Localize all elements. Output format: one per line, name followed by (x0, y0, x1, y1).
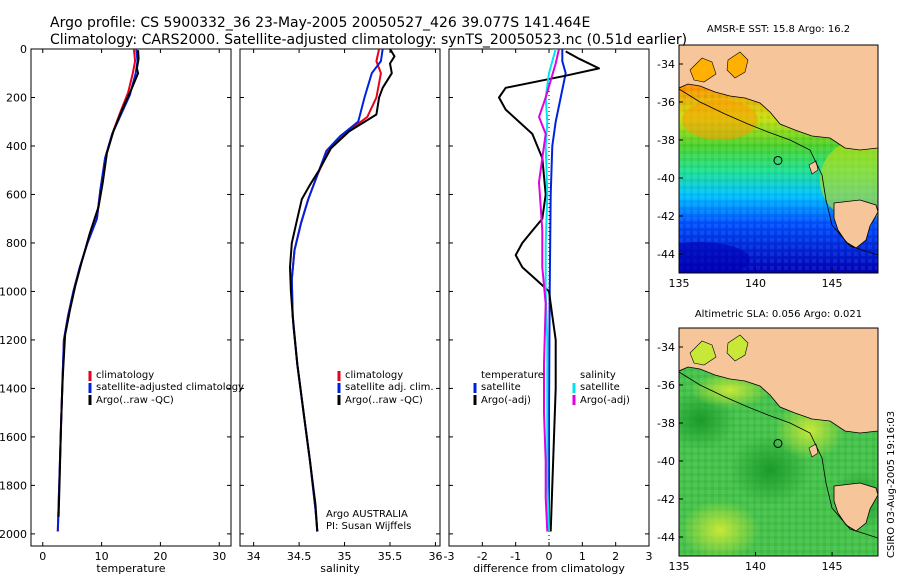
sst-map: 135 140 145 -34 -36 -38 -40 -42 -44 (657, 44, 879, 290)
x-tick-label: 30 (212, 550, 226, 563)
y-tick-label: 1400 (0, 382, 27, 395)
map-y-tick-label: -36 (657, 379, 675, 392)
series-line-argo-raw-qc (57, 50, 140, 517)
y-tick-label: 1000 (0, 285, 27, 298)
x-tick-label: 1 (579, 550, 586, 563)
series-line-salinity-satellite (544, 49, 557, 532)
salinity-plot-frame (239, 48, 441, 547)
temperature-plot-frame (30, 48, 232, 547)
legend-header-salinity: salinity (580, 370, 616, 381)
tasmania-land (833, 482, 878, 532)
sla-map: 135 140 145 -34 -36 -38 -40 -42 -44 (657, 327, 879, 573)
y-tick-label: 600 (6, 188, 27, 201)
map-x-tick-label: 135 (669, 560, 690, 573)
x-tick-label: -2 (477, 550, 488, 563)
y-tick-label: 1200 (0, 334, 27, 347)
legend-label-argo: Argo(..raw -QC) (96, 395, 174, 406)
x-tick-label: 34.5 (287, 550, 312, 563)
x-tick-label: 2 (612, 550, 619, 563)
y-tick-label: 2000 (0, 528, 27, 541)
series-line-temperature-argo-adj (498, 50, 600, 532)
sst-map-title: AMSR-E SST: 15.8 Argo: 16.2 (706, 24, 851, 35)
map-x-tick-label: 140 (745, 560, 766, 573)
legend-label-climatology: climatology (96, 370, 155, 381)
y-tick-label: 1600 (0, 431, 27, 444)
x-tick-label: -1 (510, 550, 521, 563)
float-position-marker (773, 438, 783, 448)
y-tick-label: 200 (6, 91, 27, 104)
map-y-tick-label: -38 (657, 417, 675, 430)
map-x-tick-label: 140 (745, 277, 766, 290)
header-line-1: Argo profile: CS 5900332_36 23-May-2005 … (50, 15, 591, 31)
legend-label-temp-argo: Argo(-adj) (481, 395, 531, 406)
series-line-salinity-argo-adj (538, 49, 560, 532)
legend-label-climatology: climatology (345, 370, 404, 381)
map-y-tick-label: -34 (657, 341, 675, 354)
header-line-2: Climatology: CARS2000. Satellite-adjuste… (50, 32, 688, 48)
series-line-temperature-satellite (548, 49, 567, 532)
timestamp-label: CSIRO 03-Aug-2005 19:16:03 (886, 410, 897, 558)
map-y-tick-label: -42 (657, 210, 675, 223)
x-tick-label: 0 (39, 550, 46, 563)
map-x-tick-label: 135 (669, 277, 690, 290)
legend-label-temp-satellite: satellite (481, 382, 521, 393)
map-y-tick-label: -34 (657, 58, 675, 71)
legend-label-satellite: satellite adj. clim. (345, 382, 434, 393)
difference-axis-label: difference from climatology (473, 562, 625, 575)
y-tick-label: 400 (6, 140, 27, 153)
difference-legend (473, 383, 576, 405)
x-tick-label: -3 (444, 550, 455, 563)
legend-header-temperature: temperature (481, 370, 544, 381)
y-tick-label: 1800 (0, 479, 27, 492)
tasmania-land (833, 199, 878, 249)
map-y-tick-label: -38 (657, 134, 675, 147)
temperature-axis-label: temperature (96, 562, 166, 575)
series-line-argo-raw-qc (289, 49, 396, 532)
x-tick-label: 3 (646, 550, 653, 563)
x-tick-label: 10 (95, 550, 109, 563)
institution-label: Argo AUSTRALIA (326, 509, 408, 520)
x-tick-label: 20 (153, 550, 167, 563)
map-y-tick-label: -40 (657, 455, 675, 468)
y-tick-label: 800 (6, 237, 27, 250)
legend-label-sal-satellite: satellite (580, 382, 620, 393)
salinity-axis-label: salinity (320, 562, 360, 575)
y-tick-label: 0 (20, 43, 27, 56)
x-tick-label: 36 (428, 550, 442, 563)
legend-label-satellite-adjusted: satellite-adjusted climatology (96, 382, 244, 393)
legend-label-argo: Argo(..raw -QC) (345, 395, 423, 406)
x-tick-label: 0 (546, 550, 553, 563)
sla-map-title: Altimetric SLA: 0.056 Argo: 0.021 (694, 309, 863, 320)
map-y-tick-label: -44 (657, 248, 675, 261)
x-tick-label: 34 (247, 550, 261, 563)
legend-label-sal-argo: Argo(-adj) (580, 395, 630, 406)
pi-label: PI: Susan Wijffels (326, 521, 412, 532)
float-position-marker (773, 155, 783, 165)
map-x-tick-label: 145 (822, 277, 843, 290)
x-tick-label: 35.5 (378, 550, 403, 563)
map-x-tick-label: 145 (822, 560, 843, 573)
x-tick-label: 35 (338, 550, 352, 563)
map-y-tick-label: -42 (657, 493, 675, 506)
map-y-tick-label: -40 (657, 172, 675, 185)
map-y-tick-label: -44 (657, 531, 675, 544)
map-y-tick-label: -36 (657, 96, 675, 109)
